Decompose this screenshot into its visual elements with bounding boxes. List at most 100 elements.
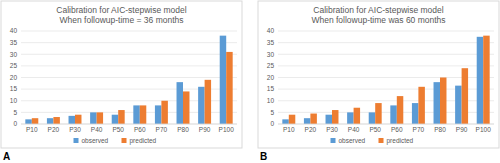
x-tick-label: P40	[91, 126, 103, 133]
bar	[226, 52, 232, 124]
y-tick-label: 20	[267, 74, 275, 81]
x-tick-label: P70	[413, 126, 425, 133]
grid-line	[278, 42, 494, 43]
bar	[397, 96, 403, 124]
x-tick-label: P80	[177, 126, 189, 133]
x-tick-label: P60	[391, 126, 403, 133]
panel-frame	[258, 1, 499, 148]
bar	[304, 118, 310, 124]
grid-line	[278, 124, 494, 125]
bar	[69, 116, 75, 124]
y-tick-label: 35	[10, 39, 18, 46]
bar	[375, 103, 381, 124]
bar	[112, 115, 118, 124]
x-tick-label: P50	[112, 126, 124, 133]
x-tick-label: P30	[69, 126, 81, 133]
title: Calibration for AIC-stepwise model	[313, 5, 444, 15]
x-tick-label: P30	[326, 126, 338, 133]
y-tick-label: 40	[267, 27, 275, 34]
y-tick-label: 5	[13, 109, 17, 116]
y-tick-label: 30	[10, 51, 18, 58]
bar	[282, 119, 288, 124]
title: Calibration for AIC-stepwise model	[56, 5, 187, 15]
x-tick-label: P40	[348, 126, 360, 133]
bar	[326, 115, 332, 124]
grid-line	[21, 42, 237, 43]
bar	[455, 86, 461, 124]
bar	[118, 110, 124, 124]
bars	[282, 36, 489, 124]
x-axis	[278, 124, 494, 125]
subtitle: When followup-time = 36 months	[59, 15, 183, 25]
bar	[390, 105, 396, 124]
y-tick-label: 15	[267, 85, 275, 92]
bar	[347, 112, 353, 124]
grid-line	[21, 54, 237, 55]
x-tick-label: P80	[434, 126, 446, 133]
bar	[418, 87, 424, 124]
x-tick-label: P10	[283, 126, 295, 133]
legend-swatch	[122, 138, 127, 143]
bar	[220, 36, 226, 124]
grid-line	[21, 77, 237, 78]
y-tick-label: 25	[267, 62, 275, 69]
legend-label: predicted	[130, 137, 157, 145]
y-tick-label: 30	[267, 51, 275, 58]
grid-line	[21, 124, 237, 125]
y-tick-label: 25	[10, 62, 18, 69]
subtitle: When followup-time was 60 months	[311, 15, 445, 25]
x-tick-label: P90	[199, 126, 211, 133]
bar	[53, 117, 59, 124]
bar	[32, 118, 38, 124]
panel-label: B	[260, 151, 267, 162]
bar	[354, 108, 360, 124]
x-tick-label: P90	[456, 126, 468, 133]
bar	[289, 115, 295, 124]
bar	[47, 118, 53, 124]
legend-swatch	[74, 138, 79, 143]
x-tick-label: P100	[219, 126, 235, 133]
y-tick-label: 15	[10, 85, 18, 92]
bar	[177, 82, 183, 124]
x-tick-label: P10	[26, 126, 38, 133]
bar	[198, 87, 204, 124]
legend-swatch	[379, 138, 384, 143]
bar	[440, 78, 446, 125]
bar	[155, 105, 161, 124]
figure: Calibration for AIC-stepwise modelWhen f…	[0, 0, 500, 163]
x-tick-label: P50	[369, 126, 381, 133]
bar	[97, 112, 103, 124]
y-tick-label: 10	[267, 97, 275, 104]
bar	[205, 80, 211, 124]
bars	[25, 36, 232, 124]
bar	[90, 112, 96, 124]
legend-label: observed	[82, 137, 109, 144]
bar	[25, 119, 31, 124]
bar	[477, 37, 483, 124]
y-tick-label: 20	[10, 74, 18, 81]
grid-line	[21, 65, 237, 66]
y-tick-label: 0	[13, 120, 17, 127]
legend-label: predicted	[387, 137, 414, 145]
panel-label: A	[3, 151, 10, 162]
y-tick-label: 40	[10, 27, 18, 34]
panel: Calibration for AIC-stepwise modelWhen f…	[258, 1, 499, 148]
x-tick-label: P60	[134, 126, 146, 133]
bar	[140, 105, 146, 124]
grid-line	[278, 65, 494, 66]
y-tick-label: 10	[10, 97, 18, 104]
panel: Calibration for AIC-stepwise modelWhen f…	[1, 1, 242, 148]
bar	[161, 101, 167, 124]
bar	[133, 105, 139, 124]
grid-line	[278, 54, 494, 55]
legend-swatch	[331, 138, 336, 143]
y-tick-label: 35	[267, 39, 275, 46]
bar	[483, 36, 489, 124]
bar	[183, 91, 189, 124]
legend-label: observed	[339, 137, 366, 144]
x-tick-label: P70	[156, 126, 168, 133]
y-tick-label: 5	[270, 109, 274, 116]
bar	[310, 114, 316, 124]
panel-frame	[1, 1, 242, 148]
grid-line	[21, 31, 237, 32]
